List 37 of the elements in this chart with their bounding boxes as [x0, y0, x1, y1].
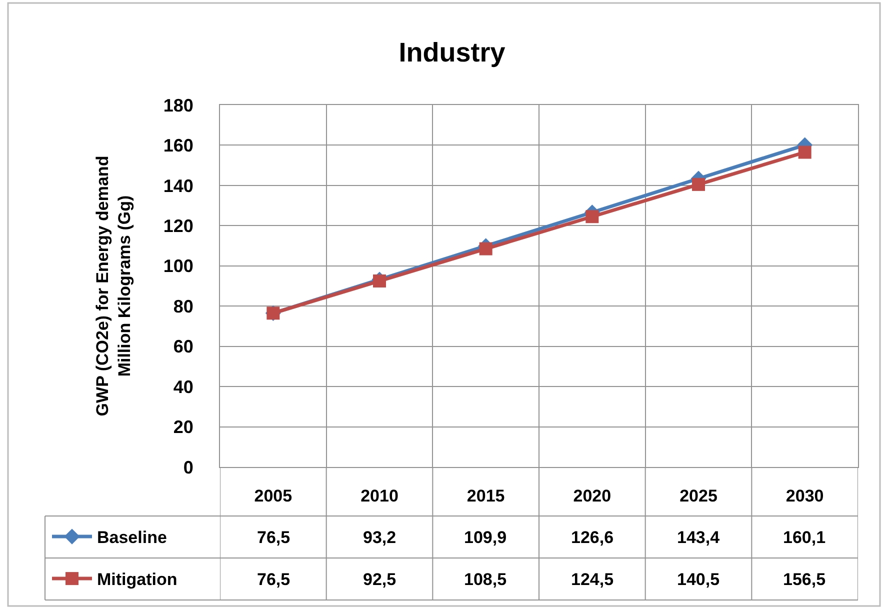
- y-tick-label: 180: [163, 95, 194, 116]
- data-label: 126,6: [571, 528, 614, 547]
- y-axis-title: GWP (CO2e) for Energy demand Million Kilograms (Gg): [92, 156, 134, 416]
- x-tick-label: 2005: [254, 486, 292, 506]
- data-label: 108,5: [464, 570, 507, 589]
- y-tick-label: 40: [173, 376, 194, 397]
- data-label: 109,9: [464, 528, 507, 547]
- data-label: 140,5: [677, 570, 720, 589]
- y-tick-label: 100: [163, 256, 194, 276]
- y-tick-label: 80: [173, 296, 194, 316]
- x-tick-label: 2010: [360, 486, 398, 506]
- x-tick-label: 2020: [573, 486, 612, 506]
- y-tick-label: 20: [173, 417, 194, 438]
- data-label: 124,5: [571, 570, 614, 589]
- chart-title: Industry: [398, 37, 506, 68]
- point: [798, 146, 812, 159]
- x-tick-label: 2030: [786, 486, 824, 506]
- data-label: 76,5: [257, 570, 290, 589]
- data-label: 156,5: [783, 570, 826, 589]
- point: [692, 178, 705, 191]
- point: [586, 210, 599, 224]
- point: [479, 242, 492, 256]
- data-label: 92,5: [363, 570, 396, 589]
- data-label: 76,5: [257, 528, 290, 547]
- y-tick-label: 140: [163, 176, 194, 196]
- data-label: 93,2: [363, 528, 396, 547]
- y-tick-label: 60: [173, 336, 194, 357]
- x-tick-label: 2015: [466, 486, 505, 506]
- point: [373, 274, 386, 288]
- y-tick-label: 120: [163, 216, 194, 236]
- legend-label: Mitigation: [97, 570, 178, 590]
- legend-label: Baseline: [97, 528, 167, 548]
- data-label: 160,1: [783, 528, 826, 547]
- x-tick-label: 2025: [680, 486, 718, 506]
- data-label: 143,4: [677, 528, 720, 547]
- y-tick-label: 0: [183, 457, 194, 478]
- y-tick-label: 160: [163, 136, 194, 156]
